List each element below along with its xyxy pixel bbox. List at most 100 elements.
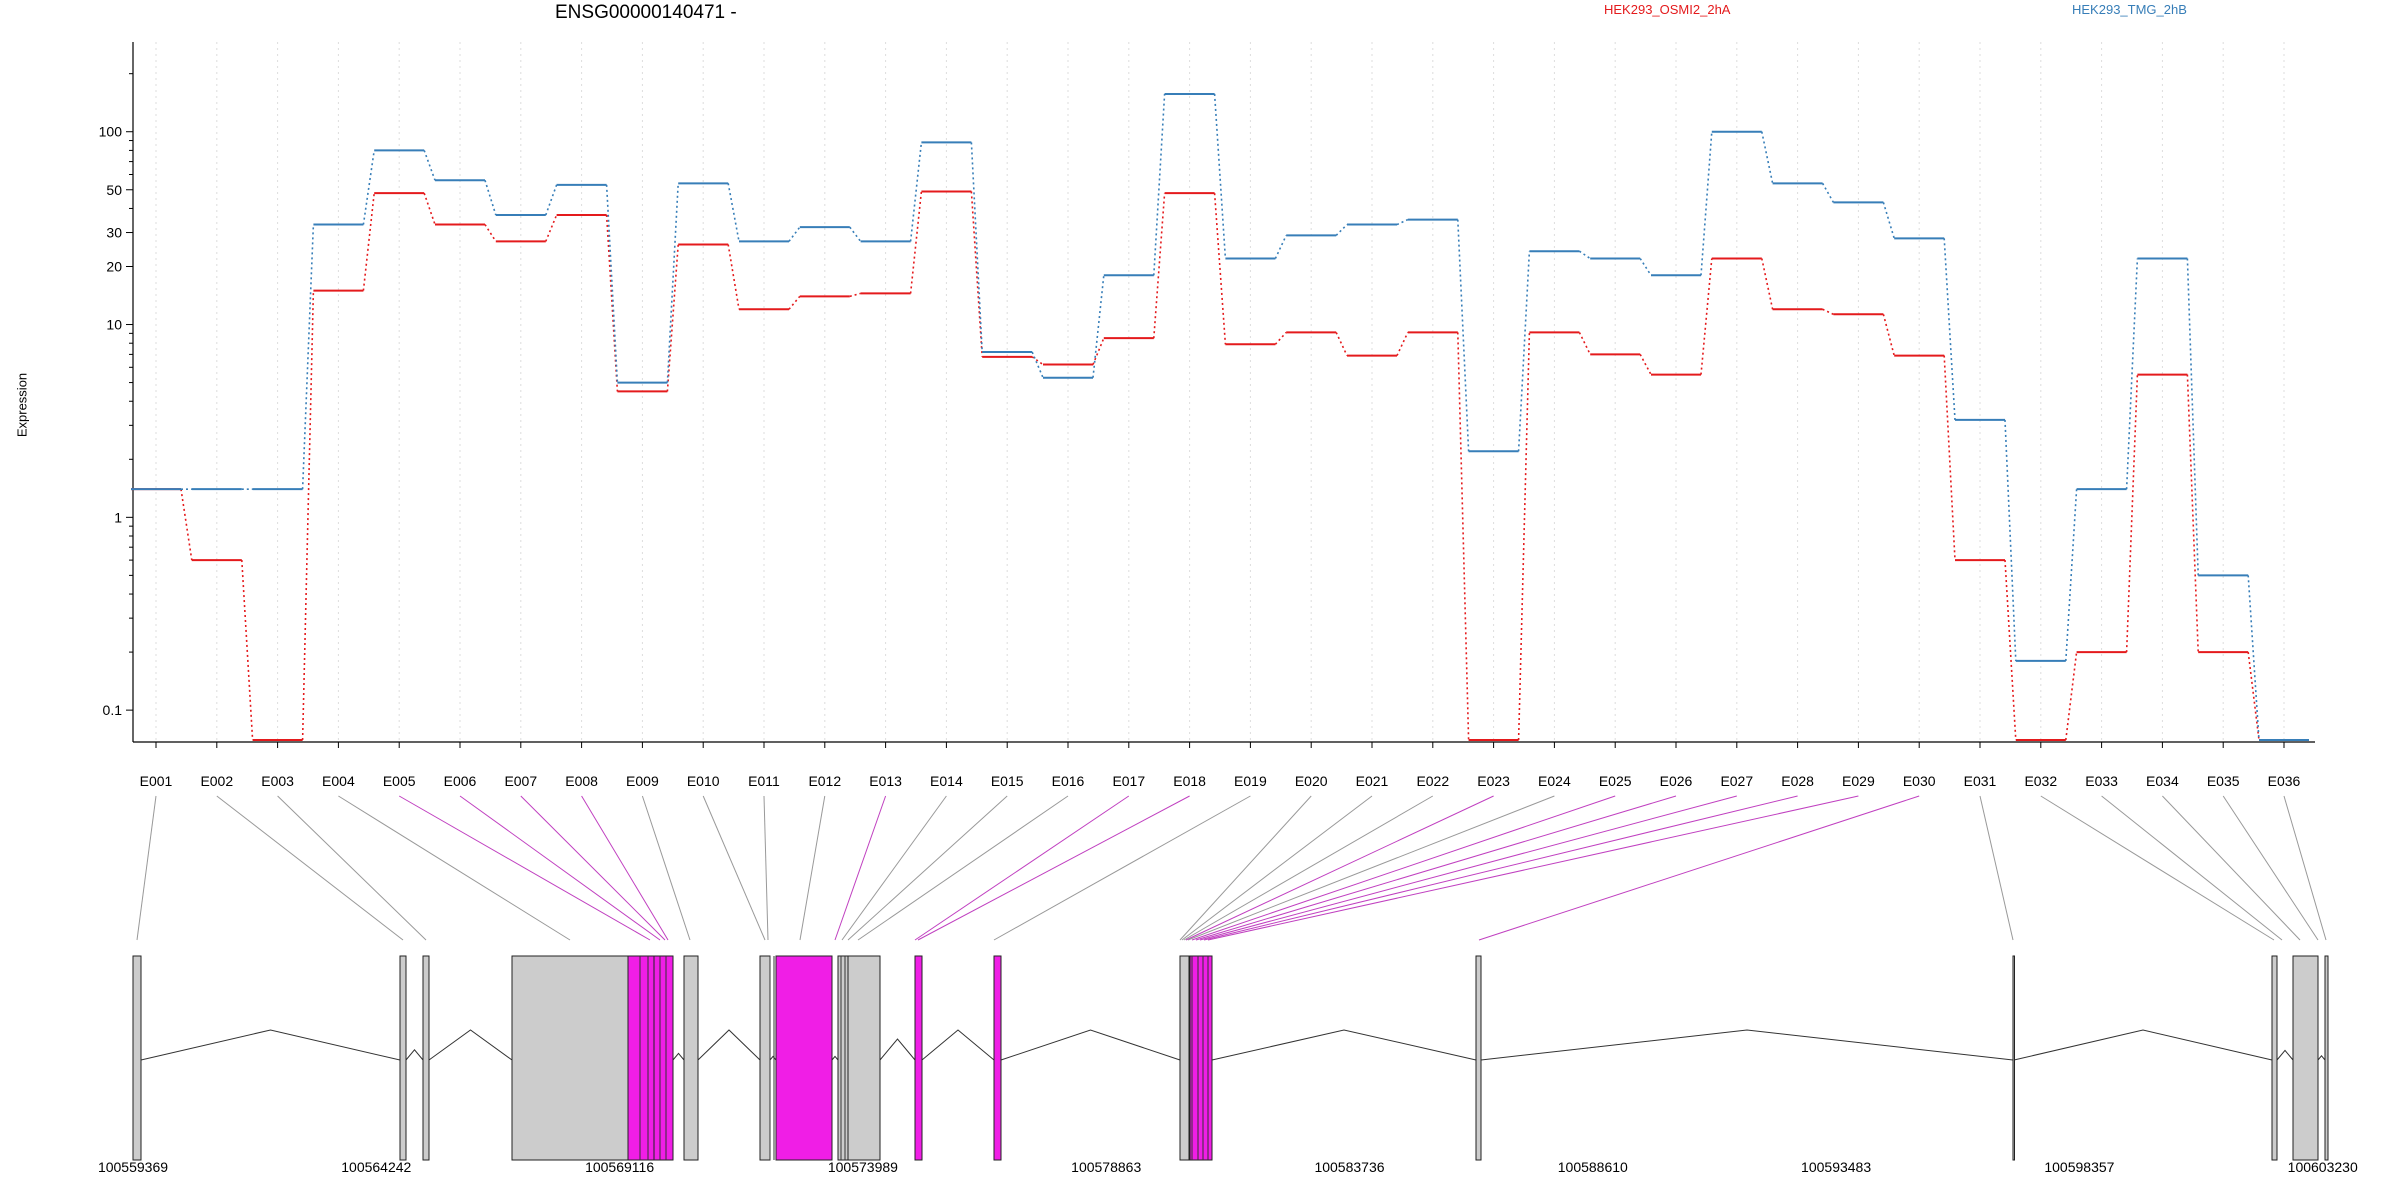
transition-line	[849, 292, 861, 298]
transition-line	[1639, 258, 1652, 276]
transition-line	[666, 244, 679, 392]
intron-line	[921, 1029, 995, 1061]
x-tick-label-E018: E018	[1173, 773, 1206, 789]
transition-line	[2186, 258, 2199, 576]
x-tick-label-E017: E017	[1112, 773, 1145, 789]
x-tick-label-E008: E008	[565, 773, 598, 789]
transition-line	[423, 192, 436, 225]
x-tick-label-E003: E003	[261, 773, 294, 789]
connector-line	[520, 795, 666, 941]
transition-line	[1213, 93, 1227, 259]
connector-line	[1191, 795, 1616, 941]
connector-line	[216, 795, 404, 941]
connector-line	[2222, 795, 2319, 941]
connector-line	[2101, 795, 2283, 941]
legend-series-b: HEK293_TMG_2hB	[2072, 2, 2187, 17]
transition-line	[1822, 308, 1834, 316]
transition-line	[423, 150, 436, 181]
x-tick-label-E020: E020	[1295, 773, 1328, 789]
intron-line	[769, 1055, 777, 1061]
coordinate-label: 100578863	[1071, 1159, 1141, 1175]
transition-line	[1517, 251, 1531, 452]
transition-line	[484, 180, 497, 216]
intron-line	[2013, 1029, 2273, 1061]
transition-line	[1761, 131, 1774, 184]
x-tick-label-E014: E014	[930, 773, 963, 789]
exon-block-highlighted	[775, 955, 833, 1161]
connector-line	[2040, 795, 2275, 941]
transition-line	[788, 226, 801, 242]
intron-line	[140, 1029, 401, 1061]
exon-block-highlighted	[1189, 955, 1213, 1161]
transition-line	[1882, 202, 1895, 239]
exon-block-highlighted	[993, 955, 1002, 1161]
exon-block	[2271, 955, 2278, 1161]
transition-line	[1213, 193, 1227, 345]
series-HEK293_OSMI2_2hA	[131, 190, 2309, 741]
connector-line	[2283, 795, 2327, 941]
connector-line	[1203, 795, 1798, 941]
y-tick-label: 50	[106, 182, 122, 198]
connector-line	[641, 795, 691, 941]
connector-line	[398, 795, 651, 941]
intron-line	[1000, 1029, 1181, 1061]
intron-line	[672, 1052, 685, 1061]
transition-line	[1335, 223, 1348, 236]
transition-line	[2004, 560, 2017, 741]
transition-line	[727, 244, 740, 310]
transition-line	[849, 226, 862, 242]
x-tick-label-E034: E034	[2146, 773, 2179, 789]
transition-line	[1517, 332, 1531, 741]
transition-line	[1457, 219, 1470, 452]
intron-line	[1211, 1029, 1477, 1061]
exon-block	[1475, 955, 1482, 1161]
exon-block	[683, 955, 699, 1161]
connector-line	[834, 795, 887, 941]
transition-line	[1092, 337, 1105, 365]
transition-line	[1700, 258, 1713, 375]
connector-line	[581, 795, 669, 941]
connector-line	[1207, 795, 1859, 941]
connector-line	[1478, 795, 1920, 941]
x-tick-label-E036: E036	[2268, 773, 2301, 789]
x-tick-label-E032: E032	[2024, 773, 2057, 789]
x-tick-label-E027: E027	[1720, 773, 1753, 789]
transition-line	[1578, 250, 1591, 260]
transition-line	[1943, 238, 1956, 420]
transition-line	[362, 193, 375, 291]
grid	[155, 42, 2285, 742]
transition-line	[727, 183, 740, 242]
connector-line	[763, 795, 769, 941]
transition-line	[788, 295, 801, 310]
exon-block	[422, 955, 430, 1161]
gene-model: 100559369 100564242 100569116 100573989 1005…	[98, 795, 2358, 1175]
transition-line	[1396, 218, 1409, 226]
exon-block-highlighted	[914, 955, 923, 1161]
intron-line	[405, 1049, 424, 1061]
transition-line	[2186, 374, 2199, 653]
connector-line	[917, 795, 1190, 941]
x-tick-label-E006: E006	[444, 773, 477, 789]
transition-line	[2065, 651, 2078, 741]
transition-line	[970, 191, 983, 357]
x-tick-label-E005: E005	[383, 773, 416, 789]
y-tick-label: 100	[99, 124, 123, 140]
transition-line	[909, 191, 923, 294]
connector-line	[1979, 795, 2014, 941]
transition-line	[1639, 354, 1652, 375]
x-tick-label-E007: E007	[504, 773, 537, 789]
y-tick-label: 20	[106, 258, 122, 274]
transition-line	[2065, 489, 2078, 661]
transition-line	[301, 224, 315, 490]
x-tick-label-E009: E009	[626, 773, 659, 789]
transition-line	[1274, 331, 1287, 345]
x-tick-label-E025: E025	[1599, 773, 1632, 789]
transition-line	[970, 142, 983, 353]
transition-line	[1457, 332, 1470, 741]
x-tick-label-E022: E022	[1416, 773, 1449, 789]
coordinate-label: 100588610	[1558, 1159, 1628, 1175]
connector-line	[702, 795, 766, 941]
exon-block	[2012, 955, 2015, 1161]
y-tick-label: 1	[114, 509, 122, 525]
x-tick-label-E015: E015	[991, 773, 1024, 789]
